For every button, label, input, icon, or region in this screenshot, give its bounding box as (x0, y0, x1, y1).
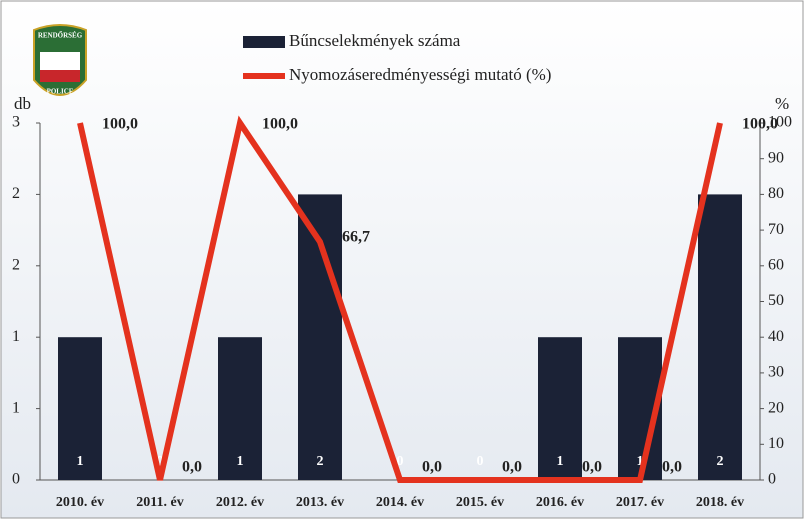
line-value-label: 0,0 (422, 459, 442, 476)
line-value-label: 100,0 (102, 116, 138, 133)
bar-value-label: 0 (397, 454, 404, 469)
y2-tick-label: 70 (768, 221, 784, 238)
logo-band (40, 52, 80, 70)
line-value-label: 100,0 (262, 116, 298, 133)
y2-tick-label: 80 (768, 185, 784, 202)
x-tick-label: 2018. év (696, 495, 744, 510)
y2-tick-label: 40 (768, 328, 784, 345)
line-value-label: 0,0 (582, 459, 602, 476)
y2-tick-label: 50 (768, 292, 784, 309)
y2-tick-label: 30 (768, 364, 784, 381)
bar (58, 337, 102, 480)
x-tick-label: 2010. év (56, 495, 104, 510)
line-value-label: 100,0 (742, 116, 778, 133)
x-tick-label: 2017. év (616, 495, 664, 510)
x-tick-label: 2015. év (456, 495, 504, 510)
logo-text: RENDŐRSÉG (38, 32, 83, 40)
bar-value-label: 1 (237, 454, 244, 469)
y2-tick-label: 100 (768, 114, 792, 131)
y-tick-label: 0 (12, 471, 20, 488)
logo: RENDŐRSÉG POLICE (33, 24, 87, 96)
y-axis-title: db (14, 94, 31, 113)
line-value-label: 0,0 (182, 459, 202, 476)
x-tick-label: 2016. év (536, 495, 584, 510)
bar (218, 337, 262, 480)
x-tick-label: 2013. év (296, 495, 344, 510)
bar (698, 194, 742, 480)
line-value-label: 0,0 (502, 459, 522, 476)
bar-value-label: 1 (557, 454, 564, 469)
y2-tick-label: 60 (768, 256, 784, 273)
bar (538, 337, 582, 480)
legend-swatch (243, 36, 285, 48)
y-tick-label: 1 (12, 399, 20, 416)
y2-axis-title: % (775, 94, 789, 113)
logo-band (40, 70, 80, 82)
line (77, 115, 723, 483)
y-tick-label: 2 (12, 256, 20, 273)
y2-tick-label: 90 (768, 149, 784, 166)
y-tick-label: 3 (12, 114, 20, 131)
x-tick-label: 2011. év (136, 495, 183, 510)
y2-tick-label: 20 (768, 399, 784, 416)
logo-text: POLICE (47, 88, 74, 96)
bar-value-label: 1 (637, 454, 644, 469)
legend-label: Bűncselekmények száma (289, 31, 461, 50)
x-tick-label: 2012. év (216, 495, 264, 510)
line-value-label: 66,7 (342, 229, 370, 246)
y2-tick-label: 10 (768, 435, 784, 452)
bar-value-label: 0 (477, 454, 484, 469)
y-tick-label: 2 (12, 185, 20, 202)
legend-label: Nyomozáseredményességi mutató (%) (289, 65, 551, 84)
bar-value-label: 0 (157, 454, 164, 469)
y2-tick-label: 0 (768, 471, 776, 488)
bar-value-label: 2 (317, 454, 324, 469)
y-tick-label: 1 (12, 328, 20, 345)
bar-value-label: 1 (77, 454, 84, 469)
x-tick-label: 2014. év (376, 495, 424, 510)
line-value-label: 0,0 (662, 459, 682, 476)
bar-value-label: 2 (717, 454, 724, 469)
